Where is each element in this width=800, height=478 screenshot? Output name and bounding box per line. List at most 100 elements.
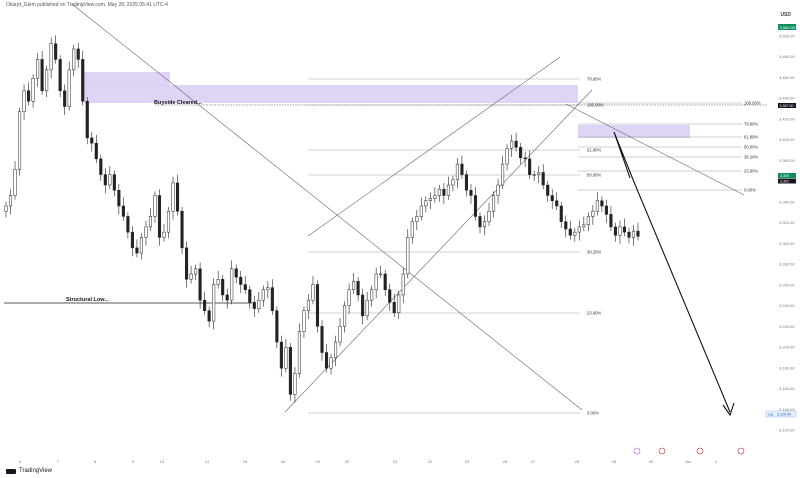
candle-body [446, 184, 450, 196]
candle-body [67, 69, 71, 107]
x-tick-label: 2 [715, 459, 718, 464]
candle-body [528, 158, 532, 175]
candle-body [469, 190, 473, 196]
y-tick-label: 3,320.00 [779, 220, 795, 225]
candle-body [410, 221, 414, 238]
x-tick-label: 6 [19, 459, 22, 464]
candle-body [586, 216, 590, 226]
candle-body [428, 198, 432, 201]
time-axis[interactable]: 6 7 8 9 13 14 15 16 19 20 21 22 23 26 27 28 29 30 Jun 2 [19, 459, 718, 464]
candle-body [288, 347, 292, 395]
candle-body [117, 190, 121, 207]
candle-body [582, 224, 586, 228]
candle-body [157, 195, 162, 238]
candle-body [356, 281, 360, 296]
candle-body [577, 226, 581, 233]
candle-body [609, 214, 613, 228]
fib-retracement-left[interactable]: 100.00% 78.60% 61.80% 50.00% 38.20% 23.60% 0.0… [308, 77, 604, 416]
candle-body [392, 302, 396, 313]
candle-body [487, 210, 491, 222]
fib-left-label: 61.80% [587, 148, 601, 153]
x-tick-label: Jun [685, 459, 691, 464]
candle-body [555, 200, 559, 207]
x-tick-label: 20 [345, 459, 350, 464]
candle-body [153, 195, 157, 217]
price-axis[interactable]: 3,500.00 3,480.00 3,460.00 3,440.00 3,420.00… [779, 34, 795, 433]
candle-body [162, 231, 166, 238]
channel-lower[interactable] [284, 89, 593, 413]
candle-body [320, 326, 324, 353]
structural-low-label: Structural Low... [66, 297, 109, 303]
candle-body [139, 237, 143, 254]
fib-left-label: 23.60% [587, 311, 601, 316]
candle-body [279, 341, 283, 369]
zone-buyside[interactable] [84, 85, 578, 103]
candle-body [455, 163, 459, 181]
currency-label[interactable]: USD [780, 12, 791, 18]
candle-body [171, 182, 175, 212]
candle-body [383, 273, 387, 290]
flag-us-icon[interactable] [696, 447, 704, 455]
projection-arrowhead [722, 402, 735, 417]
y-tick-label: 3,440.00 [779, 96, 795, 101]
target-price-text: 3,120.00 [777, 413, 791, 417]
target-price-badge [765, 410, 797, 418]
event-icon[interactable] [633, 447, 641, 455]
flag-us-icon[interactable] [737, 447, 745, 455]
candle-body [284, 347, 288, 369]
x-tick-label: 22 [428, 459, 433, 464]
candle-body [257, 299, 261, 309]
fib-right-label: 50.00% [744, 145, 758, 150]
candle-body [243, 284, 247, 290]
fib-retracement-right[interactable]: 100.00% 78.60% 61.80% 50.00% 38.20% 23.60% 0.0… [578, 101, 761, 193]
x-tick-label: 26 [503, 459, 508, 464]
candle-body [519, 147, 523, 159]
candle-body [451, 179, 455, 186]
y-tick-label: 3,300.00 [779, 241, 795, 246]
candle-body [361, 294, 365, 317]
current-price-badge [778, 173, 796, 178]
channel-upper[interactable] [307, 56, 561, 237]
flag-us-icon[interactable] [658, 447, 666, 455]
candle-body [144, 226, 148, 238]
x-tick-label: 27 [531, 459, 536, 464]
candle-body [252, 302, 256, 309]
candle-body [631, 230, 636, 238]
current-price-badge-2-text: 3,301 [780, 180, 789, 184]
candle-body [22, 90, 26, 112]
x-tick-label: 14 [205, 459, 210, 464]
trendline-right-down[interactable] [565, 103, 745, 196]
candle-body [58, 59, 62, 92]
zone-fvg-right[interactable] [578, 125, 690, 138]
x-tick-label: 15 [243, 459, 248, 464]
candle-body [212, 284, 216, 322]
y-tick-label: 3,140.00 [779, 407, 795, 412]
candle-body [130, 231, 134, 249]
projection-path[interactable] [613, 131, 731, 413]
candle-body [13, 169, 17, 196]
zone-supply-top[interactable] [84, 72, 170, 86]
candle-body [365, 299, 369, 317]
candle-body [180, 210, 184, 249]
top-price-badge-text: 3,500.00 [780, 25, 796, 30]
candle-body [501, 163, 505, 186]
x-tick-label: 23 [465, 459, 470, 464]
candle-body [478, 216, 482, 228]
candlestick-series [4, 35, 640, 403]
candle-body [189, 273, 193, 280]
y-tick-label: 3,340.00 [779, 199, 795, 204]
candle-body [460, 163, 464, 175]
fib-left-label: 50.00% [587, 173, 601, 178]
fib-right-label: 23.60% [744, 169, 758, 174]
y-tick-label: 3,280.00 [779, 262, 795, 267]
candle-body [239, 276, 243, 285]
trendline-descending[interactable] [71, 3, 583, 411]
y-tick-label: 3,460.00 [779, 75, 795, 80]
candle-body [442, 188, 446, 196]
candle-body [27, 90, 31, 102]
fib-left-label: 78.60% [587, 77, 601, 82]
tradingview-brand[interactable]: TradingView [6, 468, 52, 474]
candle-body [600, 200, 604, 207]
y-tick-label: 3,180.00 [779, 365, 795, 370]
